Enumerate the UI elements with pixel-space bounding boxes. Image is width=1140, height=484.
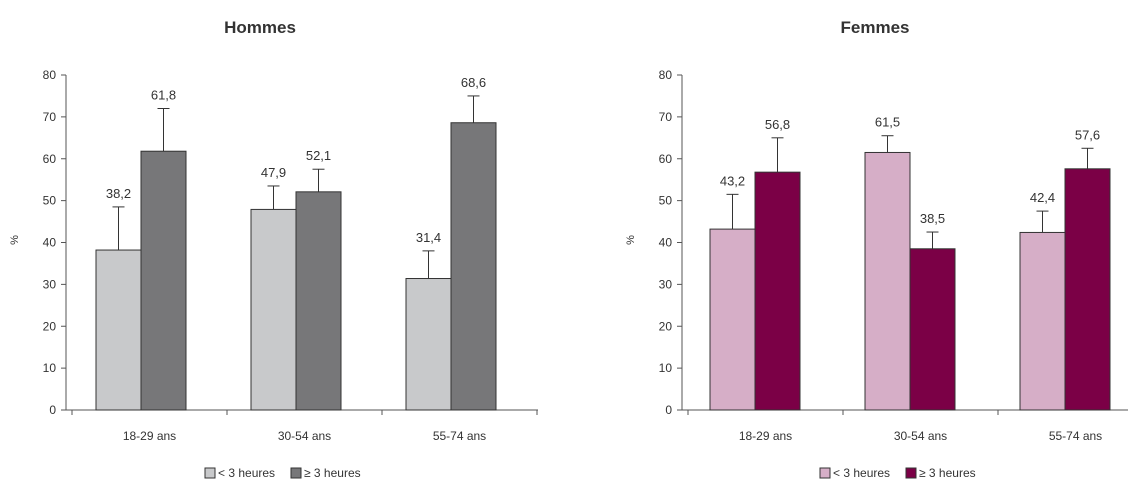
data-label: 47,9: [261, 165, 286, 180]
bar: [295, 191, 342, 411]
y-tick-label: 30: [43, 277, 57, 291]
bar: [709, 228, 756, 411]
data-label: 57,6: [1075, 127, 1100, 142]
data-label: 43,2: [720, 173, 745, 188]
y-tick-label: 10: [659, 361, 673, 375]
legend: < 3 heures ≥ 3 heures: [204, 466, 361, 480]
bar: [250, 208, 297, 411]
legend-swatch: [819, 467, 831, 479]
legend-label: < 3 heures: [218, 466, 275, 480]
y-tick-label: 40: [659, 236, 673, 250]
chart-title: Femmes: [841, 18, 910, 37]
data-label: 31,4: [416, 230, 441, 245]
legend-swatch: [290, 467, 302, 479]
data-label: 38,2: [106, 186, 131, 201]
y-tick-label: 30: [659, 277, 673, 291]
bar: [864, 151, 911, 411]
y-tick-label: 0: [665, 403, 672, 417]
bar: [140, 150, 187, 411]
chart-title: Hommes: [224, 18, 296, 37]
x-tick-label: 55-74 ans: [433, 429, 486, 443]
y-tick-label: 80: [43, 68, 57, 82]
legend-swatch: [204, 467, 216, 479]
x-tick-label: 18-29 ans: [123, 429, 176, 443]
legend-swatch: [905, 467, 917, 479]
y-axis-label: %: [9, 235, 21, 245]
y-tick-label: 80: [659, 68, 673, 82]
y-tick-label: 70: [659, 110, 673, 124]
y-tick-label: 40: [43, 236, 57, 250]
x-tick-label: 30-54 ans: [894, 429, 947, 443]
bar: [405, 278, 452, 411]
data-label: 56,8: [765, 117, 790, 132]
y-tick-label: 10: [43, 361, 57, 375]
y-axis-label: %: [625, 235, 637, 245]
data-label: 52,1: [306, 148, 331, 163]
bar: [450, 122, 497, 411]
legend-label: ≥ 3 heures: [919, 466, 976, 480]
bar: [909, 248, 956, 411]
y-tick-label: 50: [43, 194, 57, 208]
legend-label: ≥ 3 heures: [304, 466, 361, 480]
data-label: 42,4: [1030, 190, 1055, 205]
legend: < 3 heures ≥ 3 heures: [819, 466, 976, 480]
data-label: 68,6: [461, 75, 486, 90]
data-label: 61,5: [875, 115, 900, 130]
bar: [754, 171, 801, 411]
x-tick-label: 18-29 ans: [739, 429, 792, 443]
chart-2: Femmes% 0 10 20 30 40 50 60 70 80 43,2 56,8 18-29 an…: [625, 18, 1128, 480]
y-tick-label: 60: [43, 152, 57, 166]
y-tick-label: 50: [659, 194, 673, 208]
y-tick-label: 20: [43, 319, 57, 333]
y-tick-label: 0: [49, 403, 56, 417]
data-label: 38,5: [920, 211, 945, 226]
chart-1: Hommes% 0 10 20 30 40 50 60 70 80 38,2 61,8 18-29 an…: [9, 18, 538, 480]
legend-label: < 3 heures: [833, 466, 890, 480]
y-tick-label: 20: [659, 319, 673, 333]
y-tick-label: 60: [659, 152, 673, 166]
bar: [1019, 231, 1066, 411]
x-tick-label: 55-74 ans: [1049, 429, 1102, 443]
data-label: 61,8: [151, 88, 176, 103]
bar: [1064, 168, 1111, 411]
y-tick-label: 70: [43, 110, 57, 124]
x-tick-label: 30-54 ans: [278, 429, 331, 443]
bar: [95, 249, 142, 411]
